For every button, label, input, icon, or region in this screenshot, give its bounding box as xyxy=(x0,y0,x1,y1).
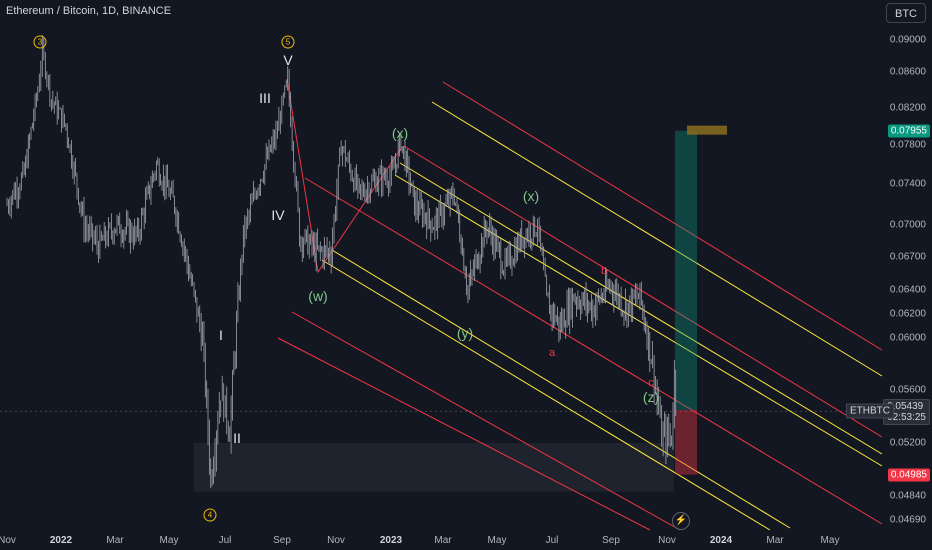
x-tick: Nov xyxy=(0,535,16,546)
channel-line xyxy=(431,101,883,377)
wave-label-a: a xyxy=(548,347,556,359)
wave-label-x1: (x) xyxy=(391,125,409,141)
wave-label-b: b xyxy=(600,265,608,277)
wave-circle-w5: 5 xyxy=(281,35,295,49)
price-axis[interactable]: 0.09000 0.08600 0.08200 0.07800 0.07400 0.070… xyxy=(882,0,932,530)
x-tick: 2022 xyxy=(49,535,73,546)
currency-button[interactable]: BTC xyxy=(886,3,926,23)
channel-line xyxy=(277,337,651,531)
wave-circle-w3: 3 xyxy=(33,35,47,49)
wave-label-III: III xyxy=(259,90,271,106)
symbol-tag: ETHBTC xyxy=(846,403,894,419)
x-tick: May xyxy=(487,535,507,546)
stop-price-label: 0.04985 xyxy=(887,468,930,482)
support-zone xyxy=(194,443,674,492)
loss-zone xyxy=(675,409,697,475)
target-price-label: 0.07955 xyxy=(887,124,930,138)
profit-zone xyxy=(675,130,697,410)
x-tick: Jul xyxy=(218,535,232,546)
x-tick: Mar xyxy=(106,535,124,546)
current-price: 0.05439 xyxy=(887,401,924,413)
y-tick: 0.06700 xyxy=(889,251,926,263)
x-tick: 2024 xyxy=(709,535,733,546)
wave-label-IV: IV xyxy=(271,207,285,223)
wave-label-w: (w) xyxy=(308,288,328,304)
channel-line xyxy=(403,145,883,438)
x-tick: Mar xyxy=(434,535,452,546)
bar-countdown: 02:53:25 xyxy=(887,412,926,424)
wave-label-c: c xyxy=(648,377,654,389)
x-tick: Nov xyxy=(327,535,345,546)
channel-line xyxy=(394,174,883,467)
channel-line xyxy=(304,177,883,525)
y-tick: 0.07400 xyxy=(889,178,926,190)
wave-label-V: V xyxy=(283,52,293,68)
wave-label-z: (z) xyxy=(642,389,660,405)
y-tick: 0.06400 xyxy=(889,284,926,296)
x-tick: May xyxy=(820,535,840,546)
x-tick: Jul xyxy=(545,535,559,546)
y-tick: 0.08600 xyxy=(889,66,926,78)
y-tick: 0.07000 xyxy=(889,219,926,231)
channel-line xyxy=(291,311,681,531)
x-tick: May xyxy=(159,535,179,546)
y-tick: 0.07800 xyxy=(889,139,926,151)
x-tick: Sep xyxy=(602,535,620,546)
x-tick: Mar xyxy=(766,535,784,546)
y-tick: 0.06000 xyxy=(889,332,926,344)
channel-line xyxy=(399,162,883,455)
x-tick: 2023 xyxy=(379,535,403,546)
x-tick: Sep xyxy=(273,535,291,546)
chart-title: Ethereum / Bitcoin, 1D, BINANCE xyxy=(6,5,172,17)
wave-label-I: I xyxy=(219,327,223,343)
wave-label-x2: (x) xyxy=(522,188,540,204)
y-tick: 0.04690 xyxy=(889,514,926,526)
y-tick: 0.05600 xyxy=(889,384,926,396)
wave-circle-w4: 4 xyxy=(203,508,217,522)
wave-line xyxy=(286,78,403,274)
y-tick: 0.04840 xyxy=(889,490,926,502)
x-tick: Nov xyxy=(658,535,676,546)
y-tick: 0.08200 xyxy=(889,102,926,114)
channel-line xyxy=(442,81,883,351)
y-tick: 0.09000 xyxy=(889,34,926,46)
y-tick: 0.05200 xyxy=(889,437,926,449)
channel-line xyxy=(321,259,771,531)
wave-label-y: (y) xyxy=(456,325,474,341)
target-marker xyxy=(687,125,727,135)
channel-line xyxy=(331,249,791,529)
wave-label-II: II xyxy=(233,430,241,446)
flash-icon[interactable]: ⚡ xyxy=(672,512,690,530)
y-tick: 0.06200 xyxy=(889,308,926,320)
